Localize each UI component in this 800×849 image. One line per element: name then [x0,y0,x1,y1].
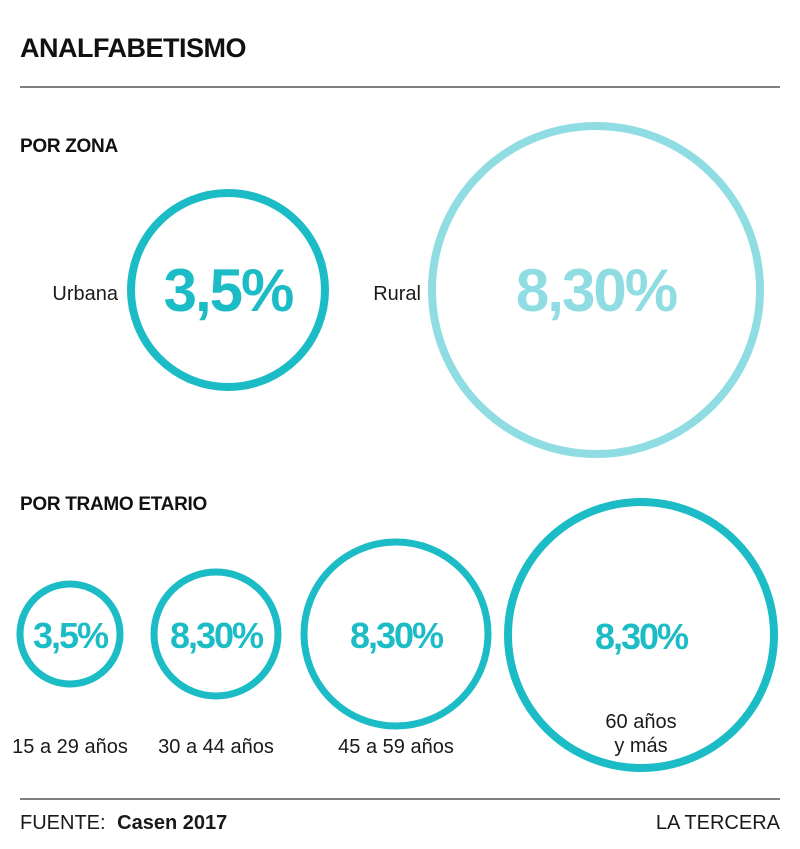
bubble-45-59 [300,538,492,730]
bubble-urbana [127,189,329,391]
category-label-60-mas-line-1: 60 años [605,711,676,733]
brand-label: LA TERCERA [656,812,781,834]
value-label-45-59: 8,30% [350,615,444,656]
value-label-30-44: 8,30% [170,615,264,656]
value-label-60-mas: 8,30% [595,616,689,657]
section-title-tramo: POR TRAMO ETARIO [20,494,207,515]
category-label-60-mas: 60 años y más [605,711,676,757]
value-label-rural: 8,30% [516,257,677,324]
category-label-60-mas-line-2: y más [614,735,667,757]
category-label-rural: Rural [373,283,421,305]
bubble-rural [428,122,764,458]
category-label-30-44: 30 a 44 años [158,736,274,758]
value-label-urbana: 3,5% [164,257,293,324]
source-label: FUENTE: [20,812,106,834]
bubble-30-44 [150,568,282,700]
source-value: Casen 2017 [117,812,227,834]
source-note: FUENTE: Casen 2017 [20,812,227,834]
page-title: ANALFABETISMO [20,33,246,63]
category-label-15-29: 15 a 29 años [12,736,128,758]
category-label-urbana: Urbana [52,283,118,305]
value-label-15-29: 3,5% [33,615,109,656]
category-label-45-59: 45 a 59 años [338,736,454,758]
bubble-15-29 [16,580,124,688]
section-title-zona: POR ZONA [20,136,118,157]
bubble-60-mas [504,498,778,772]
